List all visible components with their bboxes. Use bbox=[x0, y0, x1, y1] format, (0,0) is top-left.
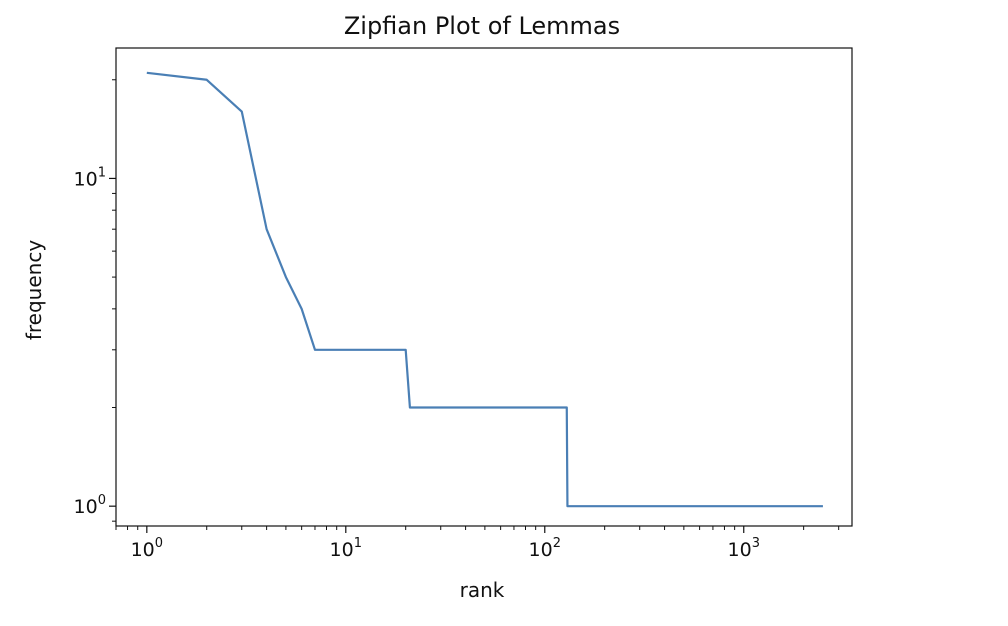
x-tick-label: 100 bbox=[131, 536, 163, 561]
x-tick-label: 101 bbox=[330, 536, 362, 561]
y-axis-label: frequency bbox=[22, 240, 46, 340]
x-tick-label: 103 bbox=[728, 536, 760, 561]
data-layer bbox=[146, 71, 823, 508]
plot-frame bbox=[115, 47, 853, 527]
series-line bbox=[146, 71, 823, 508]
x-tick-label: 102 bbox=[529, 536, 561, 561]
y-tick-label: 101 bbox=[74, 165, 106, 190]
x-axis-label: rank bbox=[460, 578, 505, 602]
axes-layer: 100 101 102 103 100 101 bbox=[74, 47, 853, 561]
y-tick-label: 100 bbox=[74, 493, 106, 518]
chart-title: Zipfian Plot of Lemmas bbox=[344, 12, 620, 40]
